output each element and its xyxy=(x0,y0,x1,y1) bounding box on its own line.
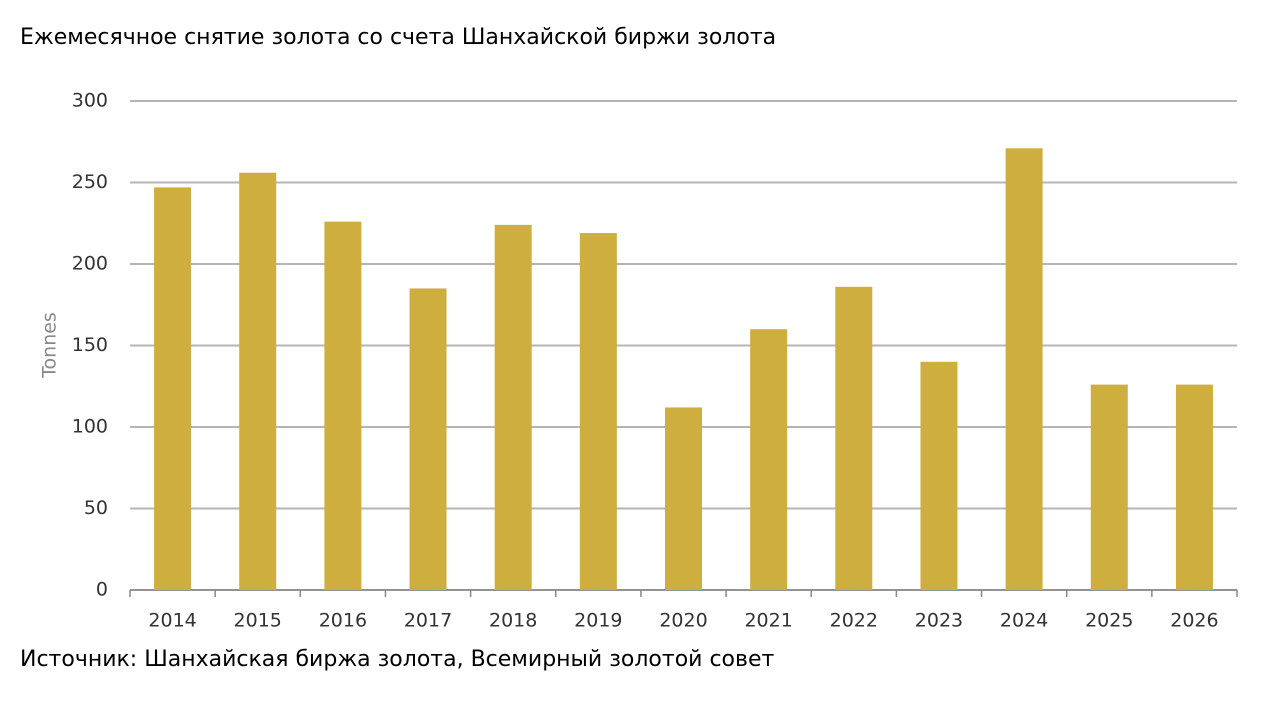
y-tick-label: 250 xyxy=(72,171,108,193)
x-tick-label: 2026 xyxy=(1170,610,1218,632)
x-tick-label: 2015 xyxy=(234,610,282,632)
source-note: Источник: Шанхайская биржа золота, Всеми… xyxy=(20,647,775,672)
x-tick-label: 2024 xyxy=(1000,610,1048,632)
x-tick-label: 2017 xyxy=(404,610,452,632)
y-tick-label: 0 xyxy=(96,579,108,601)
y-tick-label: 50 xyxy=(84,497,108,519)
y-axis-label: Tonnes xyxy=(39,312,61,379)
y-tick-label: 150 xyxy=(72,334,108,356)
bar xyxy=(750,329,788,590)
x-tick-label: 2019 xyxy=(574,610,622,632)
x-tick-label: 2018 xyxy=(489,610,537,632)
x-tick-label: 2022 xyxy=(830,610,878,632)
y-tick-label: 200 xyxy=(72,253,108,275)
bar xyxy=(494,224,532,590)
bar xyxy=(1005,148,1043,590)
bar xyxy=(1175,384,1213,590)
bar xyxy=(665,407,702,590)
bar xyxy=(920,361,958,590)
bar xyxy=(239,172,277,590)
y-tick-label: 300 xyxy=(72,90,108,112)
x-tick-label: 2016 xyxy=(319,610,367,632)
y-tick-label: 100 xyxy=(72,416,108,438)
x-tick-label: 2025 xyxy=(1085,610,1133,632)
x-tick-label: 2014 xyxy=(148,610,196,632)
x-tick-label: 2020 xyxy=(659,610,707,632)
chart-title: Ежемесячное снятие золота со счета Шанха… xyxy=(20,25,776,50)
bar xyxy=(1090,384,1128,590)
bar xyxy=(154,187,192,590)
bar xyxy=(835,286,873,590)
bar xyxy=(409,288,447,590)
bar xyxy=(324,221,362,590)
x-tick-label: 2021 xyxy=(744,610,792,632)
x-tick-label: 2023 xyxy=(915,610,963,632)
bar xyxy=(579,233,617,590)
